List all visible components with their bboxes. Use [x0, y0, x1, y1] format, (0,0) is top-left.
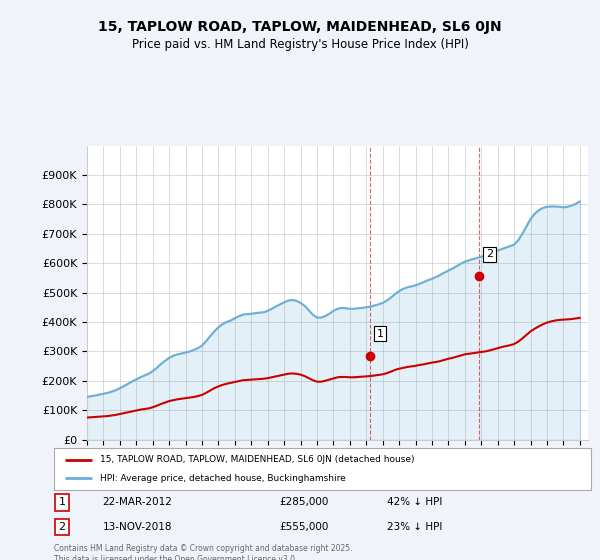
Text: 23% ↓ HPI: 23% ↓ HPI — [387, 522, 442, 532]
Text: Price paid vs. HM Land Registry's House Price Index (HPI): Price paid vs. HM Land Registry's House … — [131, 38, 469, 51]
Text: 2: 2 — [58, 522, 65, 532]
Text: 42% ↓ HPI: 42% ↓ HPI — [387, 497, 442, 507]
Text: 15, TAPLOW ROAD, TAPLOW, MAIDENHEAD, SL6 0JN (detached house): 15, TAPLOW ROAD, TAPLOW, MAIDENHEAD, SL6… — [100, 455, 414, 464]
Text: Contains HM Land Registry data © Crown copyright and database right 2025.
This d: Contains HM Land Registry data © Crown c… — [54, 544, 353, 560]
Text: 2: 2 — [485, 249, 493, 259]
Text: 15, TAPLOW ROAD, TAPLOW, MAIDENHEAD, SL6 0JN: 15, TAPLOW ROAD, TAPLOW, MAIDENHEAD, SL6… — [98, 20, 502, 34]
Text: 13-NOV-2018: 13-NOV-2018 — [103, 522, 172, 532]
Text: 22-MAR-2012: 22-MAR-2012 — [103, 497, 172, 507]
Text: £285,000: £285,000 — [280, 497, 329, 507]
Text: 1: 1 — [377, 329, 383, 339]
Text: 1: 1 — [59, 497, 65, 507]
Text: £555,000: £555,000 — [280, 522, 329, 532]
Text: HPI: Average price, detached house, Buckinghamshire: HPI: Average price, detached house, Buck… — [100, 474, 346, 483]
